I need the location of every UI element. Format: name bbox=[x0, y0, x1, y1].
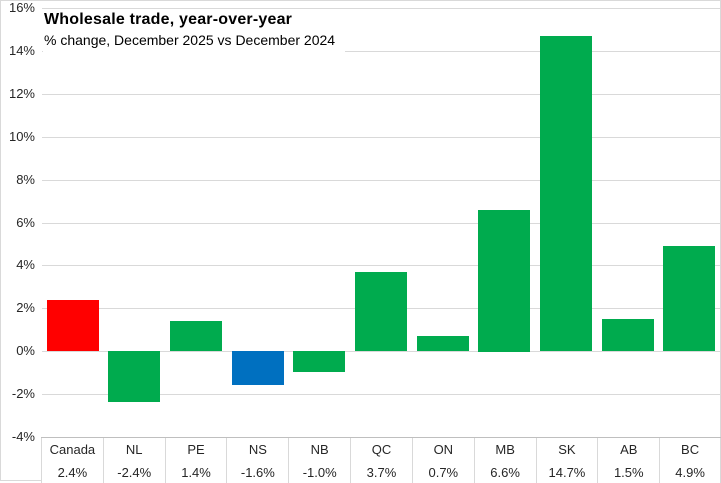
table-category-cell-canada: Canada bbox=[41, 438, 103, 461]
table-value-cell-bc: 4.9% bbox=[659, 461, 721, 483]
gridline-0% bbox=[42, 351, 720, 352]
title-block: Wholesale trade, year-over-year % change… bbox=[43, 9, 346, 56]
gridline-6% bbox=[42, 223, 720, 224]
y-axis-label-10%: 10% bbox=[8, 129, 35, 144]
gridline--2% bbox=[42, 394, 720, 395]
bar-mb bbox=[478, 210, 530, 352]
table-value-cell-canada: 2.4% bbox=[41, 461, 103, 483]
table-category-cell-on: ON bbox=[411, 438, 474, 461]
plot-area bbox=[42, 8, 720, 437]
bar-canada bbox=[47, 300, 99, 351]
gridline-8% bbox=[42, 180, 720, 181]
gridline-10% bbox=[42, 137, 720, 138]
table-category-cell-qc: QC bbox=[350, 438, 412, 461]
gridline-14% bbox=[42, 51, 720, 52]
table-value-cell-ab: 1.5% bbox=[597, 461, 659, 483]
bar-sk bbox=[540, 36, 592, 351]
table-value-cell-sk: 14.7% bbox=[535, 461, 598, 483]
table-value-cell-qc: 3.7% bbox=[350, 461, 412, 483]
gridline-16% bbox=[42, 8, 720, 9]
bar-qc bbox=[355, 272, 407, 351]
y-axis-label-0%: 0% bbox=[16, 343, 35, 358]
table-category-cell-ab: AB bbox=[597, 438, 659, 461]
y-axis-label-16%: 16% bbox=[8, 0, 35, 15]
table-value-cell-ns: -1.6% bbox=[226, 461, 288, 483]
table-category-cell-ns: NS bbox=[226, 438, 288, 461]
gridline-4% bbox=[42, 265, 720, 266]
y-axis-label-14%: 14% bbox=[8, 43, 35, 58]
bar-pe bbox=[170, 321, 222, 351]
bar-ns bbox=[232, 351, 284, 385]
bar-nl bbox=[108, 351, 160, 402]
table-value-cell-pe: 1.4% bbox=[164, 461, 227, 483]
table-category-cell-pe: PE bbox=[164, 438, 227, 461]
table-value-cell-nl: -2.4% bbox=[102, 461, 165, 483]
gridline-12% bbox=[42, 94, 720, 95]
chart-subtitle: % change, December 2025 vs December 2024 bbox=[44, 32, 336, 48]
table-category-cell-bc: BC bbox=[659, 438, 721, 461]
y-axis-label-12%: 12% bbox=[8, 86, 35, 101]
table-category-cell-sk: SK bbox=[535, 438, 598, 461]
table-value-cell-nb: -1.0% bbox=[288, 461, 350, 483]
bar-ab bbox=[602, 319, 654, 351]
y-axis-label-8%: 8% bbox=[16, 172, 35, 187]
bar-nb bbox=[293, 351, 345, 372]
table-value-cell-on: 0.7% bbox=[411, 461, 474, 483]
table-value-cell-mb: 6.6% bbox=[473, 461, 536, 483]
bar-on bbox=[417, 336, 469, 351]
y-axis-label-2%: 2% bbox=[16, 300, 35, 315]
y-axis-label-4%: 4% bbox=[16, 257, 35, 272]
table-category-cell-mb: MB bbox=[473, 438, 536, 461]
chart-title: Wholesale trade, year-over-year bbox=[44, 11, 293, 28]
y-axis-label--2%: -2% bbox=[11, 386, 35, 401]
table-category-cell-nl: NL bbox=[102, 438, 165, 461]
bar-bc bbox=[663, 246, 715, 351]
data-table: Canada NL PE NS NB QC ON MB SK AB BC 2.4% -2.4% 1.4% -… bbox=[41, 437, 721, 483]
y-axis-label--4%: -4% bbox=[11, 429, 35, 444]
table-category-cell-nb: NB bbox=[288, 438, 350, 461]
y-axis-label-6%: 6% bbox=[16, 215, 35, 230]
